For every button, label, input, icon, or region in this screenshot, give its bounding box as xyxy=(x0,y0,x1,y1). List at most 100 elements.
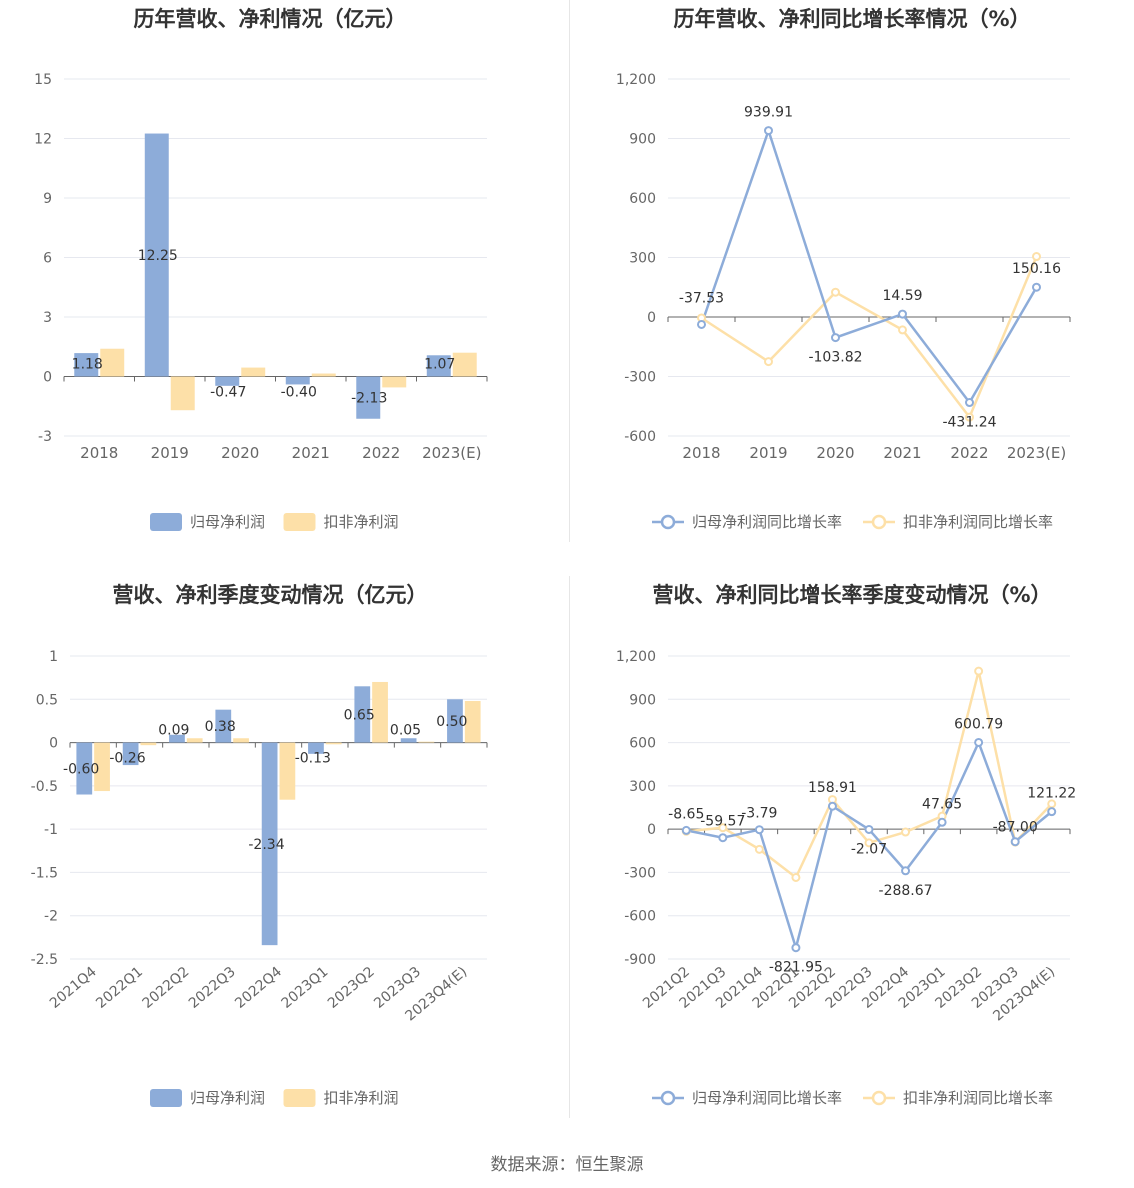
data-label: -431.24 xyxy=(942,415,996,431)
legend-swatch-secondary xyxy=(283,513,316,531)
legend-label: 扣非净利润同比增长率 xyxy=(903,513,1053,531)
data-label: 150.16 xyxy=(1012,261,1061,277)
panel-divider-bottom xyxy=(569,576,570,1118)
x-tick-label: 2022 xyxy=(362,444,400,462)
data-label: 0.50 xyxy=(436,714,467,730)
y-tick-label: 3 xyxy=(43,310,52,326)
legend-label: 扣非净利润 xyxy=(324,513,399,531)
chart-title: 营收、净利季度变动情况（亿元） xyxy=(113,583,428,607)
point-primary xyxy=(901,866,911,876)
data-label: -2.34 xyxy=(248,837,284,853)
point-secondary xyxy=(764,357,773,367)
point-secondary xyxy=(718,823,728,833)
data-label: 0.65 xyxy=(344,707,375,723)
bar-primary xyxy=(447,699,463,743)
point-primary xyxy=(974,737,984,747)
data-label: -0.47 xyxy=(210,385,246,401)
data-label: 12.25 xyxy=(138,248,178,264)
x-tick-label: 2023Q2 xyxy=(325,964,378,1012)
y-tick-label: 0 xyxy=(647,310,656,326)
point-secondary xyxy=(864,838,874,848)
point-secondary xyxy=(974,666,984,676)
point-primary xyxy=(831,333,840,343)
bar-secondary xyxy=(325,742,342,745)
point-primary xyxy=(965,398,974,408)
data-label: -87.00 xyxy=(993,820,1038,836)
chart-panel-quarterly-growth: 营收、净利同比增长率季度变动情况（%） 1,200 900 600 300 0 -300 -6… xyxy=(567,576,1134,1152)
bar-secondary xyxy=(170,376,195,411)
x-tick-label: 2018 xyxy=(682,444,720,462)
y-tick-label: -3 xyxy=(38,429,52,445)
bar-secondary xyxy=(94,742,110,792)
point-primary xyxy=(1032,282,1041,292)
bar-secondary xyxy=(464,701,481,743)
data-label: 158.91 xyxy=(808,780,857,796)
bar-secondary xyxy=(241,367,266,377)
y-tick-label: 0.5 xyxy=(36,692,58,708)
y-tick-label: 900 xyxy=(629,132,656,148)
chart-title: 历年营收、净利同比增长率情况（%） xyxy=(673,7,1030,31)
bar-primary xyxy=(354,686,371,743)
bar-secondary xyxy=(279,742,296,800)
data-label: 939.91 xyxy=(744,105,793,121)
data-label: 1.07 xyxy=(424,357,455,373)
annual-growth-chart: 历年营收、净利同比增长率情况（%） 1,200 900 600 300 0 -300 -600… xyxy=(616,7,1071,531)
data-label: 14.59 xyxy=(882,288,922,304)
point-secondary xyxy=(901,827,911,837)
data-label: 121.22 xyxy=(1027,786,1076,802)
bar-primary xyxy=(426,355,451,377)
data-source-footer: 数据来源：恒生聚源 xyxy=(490,1155,644,1175)
legend-swatch-secondary xyxy=(283,1089,316,1107)
bar-primary xyxy=(144,133,169,377)
x-tick-label: 2020 xyxy=(221,444,259,462)
chart-panel-annual-growth: 历年营收、净利同比增长率情况（%） 1,200 900 600 300 0 -300 -600… xyxy=(567,0,1134,576)
x-tick-label: 2021Q4 xyxy=(47,964,100,1012)
legend-label: 归母净利润同比增长率 xyxy=(692,1089,842,1107)
legend-label: 归母净利润同比增长率 xyxy=(692,513,842,531)
legend-label: 归母净利润 xyxy=(190,513,265,531)
quarterly-profit-chart: 营收、净利季度变动情况（亿元）10.50-0.5-1-1.5-2-2.52021… xyxy=(31,583,488,1107)
y-tick-label: -300 xyxy=(624,865,656,881)
point-secondary xyxy=(791,872,801,882)
point-secondary xyxy=(754,844,764,854)
data-label: -2.13 xyxy=(351,391,387,407)
x-tick-label: 2019 xyxy=(749,444,787,462)
chart-panel-annual-profit: 历年营收、净利情况（亿元） 15 12 9 6 3 0 -3 2018 2019 2020 2021 2… xyxy=(0,0,567,576)
data-label: -288.67 xyxy=(879,883,933,899)
bar-primary xyxy=(400,738,417,743)
y-tick-label: -1.5 xyxy=(31,865,58,881)
legend-marker xyxy=(871,514,887,530)
x-tick-label: 2022Q1 xyxy=(93,964,146,1012)
point-primary xyxy=(764,126,773,136)
point-primary xyxy=(697,319,706,329)
x-tick-label: 2023(E) xyxy=(422,444,481,462)
y-tick-label: -2 xyxy=(44,909,58,925)
chart-panel-quarterly-profit: 营收、净利季度变动情况（亿元） 1 0.5 0 -0.5 -1 -1.5 -2 -2.5 2021… xyxy=(0,576,567,1152)
data-label: -59.57 xyxy=(700,814,745,830)
data-label: -8.65 xyxy=(668,806,704,822)
data-label: -0.60 xyxy=(63,762,99,778)
panel-divider-top xyxy=(569,0,570,542)
x-tick-label: 2022Q3 xyxy=(186,964,239,1012)
data-label: 600.79 xyxy=(954,716,1003,732)
data-label: -2.07 xyxy=(851,841,887,857)
bar-secondary xyxy=(140,742,157,746)
y-tick-label: -2.5 xyxy=(31,952,58,968)
data-label: -37.53 xyxy=(679,290,724,306)
y-tick-label: 6 xyxy=(43,251,52,267)
y-tick-label: 300 xyxy=(629,251,656,267)
legend-label: 扣非净利润同比增长率 xyxy=(903,1089,1053,1107)
bar-primary xyxy=(215,709,232,743)
y-tick-label: 1,200 xyxy=(616,72,656,88)
y-tick-label: 0 xyxy=(647,822,656,838)
legend-swatch-primary xyxy=(150,1089,182,1107)
bar-primary xyxy=(261,742,278,946)
point-secondary xyxy=(831,287,840,297)
y-tick-label: -900 xyxy=(624,952,656,968)
y-tick-label: 1 xyxy=(49,649,58,665)
bar-primary xyxy=(285,376,310,385)
point-primary xyxy=(754,825,764,835)
y-tick-label: 900 xyxy=(629,692,656,708)
y-tick-label: -1 xyxy=(44,822,58,838)
point-primary xyxy=(718,833,728,843)
